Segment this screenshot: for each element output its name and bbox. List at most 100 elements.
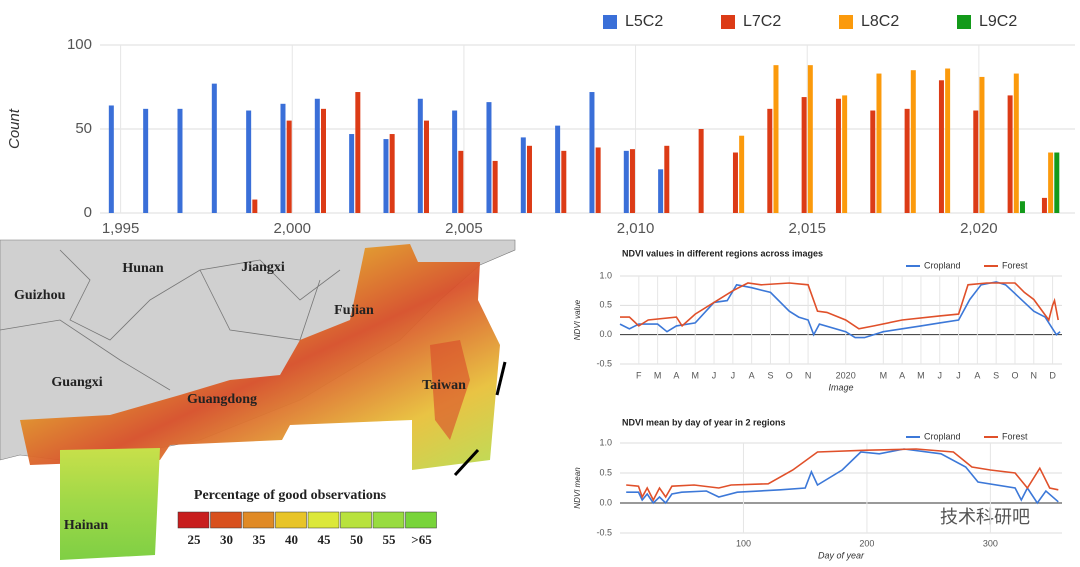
- x-tick-label: N: [1031, 370, 1038, 380]
- legend-swatch: [839, 15, 853, 29]
- bar: [355, 92, 361, 213]
- bar: [938, 80, 944, 213]
- line: [619, 281, 1061, 339]
- x-tick-label: 2020: [836, 370, 856, 380]
- map-swath: [20, 244, 500, 470]
- legend-label: L8C2: [861, 13, 899, 30]
- x-tick-label: 2,020: [960, 220, 998, 237]
- map-swath: [60, 448, 160, 560]
- bar: [732, 152, 738, 213]
- x-tick-label: D: [1049, 370, 1056, 380]
- color-swatch: [275, 511, 307, 529]
- color-swatch: [242, 511, 275, 529]
- bar: [739, 135, 745, 213]
- bar: [629, 149, 635, 213]
- bar: [143, 108, 149, 213]
- bar: [555, 125, 561, 213]
- bar: [314, 98, 320, 213]
- bar: [698, 129, 704, 213]
- color-bar: 25 30 35 40 45 50 55 >65: [177, 511, 437, 547]
- province-label: Jiangxi: [241, 260, 285, 275]
- province-border: [59, 249, 341, 341]
- color-label: >65: [411, 532, 432, 547]
- x-tick-label: 200: [859, 538, 874, 548]
- x-tick-label: 2,000: [273, 220, 311, 237]
- x-tick-label: J: [712, 370, 717, 380]
- bar: [623, 150, 629, 213]
- bar: [979, 76, 985, 213]
- bar: [842, 95, 848, 213]
- x-tick-label: M: [917, 370, 925, 380]
- bar: [1054, 152, 1060, 213]
- province-label: Guangxi: [51, 375, 102, 390]
- line: [626, 448, 1059, 502]
- bar: [807, 65, 813, 213]
- bar: [252, 199, 258, 213]
- bar: [870, 110, 876, 213]
- x-tick-label: A: [974, 370, 980, 380]
- color-label: 45: [318, 532, 332, 547]
- x-tick-label: S: [767, 370, 773, 380]
- bar: [526, 145, 532, 213]
- y-tick-label: -0.5: [596, 527, 612, 537]
- y-tick-label: 1.0: [599, 270, 612, 280]
- map: Hunan Jiangxi Guizhou Fujian Guangxi Gua…: [0, 239, 516, 567]
- bar: [664, 145, 670, 213]
- legend-label: Cropland: [924, 431, 961, 441]
- y-tick-label: 100: [67, 36, 92, 53]
- x-tick-label: 1,995: [102, 220, 140, 237]
- legend-swatch: [721, 15, 735, 29]
- color-label: 40: [285, 532, 298, 547]
- bar: [423, 120, 429, 213]
- x-tick-label: M: [691, 370, 699, 380]
- legend-label: Forest: [1002, 431, 1028, 441]
- bar: [835, 98, 841, 213]
- color-swatch: [307, 511, 340, 529]
- bar: [177, 108, 183, 213]
- province-label: Taiwan: [422, 378, 466, 393]
- color-swatch: [177, 511, 210, 529]
- legend-title: Percentage of good observations: [194, 488, 387, 503]
- bar: [973, 110, 979, 213]
- y-tick-label: 0.0: [599, 329, 612, 339]
- color-swatch: [340, 511, 372, 529]
- watermark: 技术科研吧: [940, 507, 1030, 527]
- legend-swatch: [603, 15, 617, 29]
- color-label: 25: [188, 532, 202, 547]
- y-axis-label: NDVI value: [573, 299, 582, 340]
- color-label: 55: [383, 532, 397, 547]
- x-axis-label: Day of year: [818, 550, 865, 560]
- bar: [1007, 95, 1013, 213]
- bar: [767, 108, 773, 213]
- province-label: Guizhou: [14, 288, 66, 303]
- bar: [211, 83, 217, 213]
- legend-label: L5C2: [625, 13, 663, 30]
- x-tick-label: J: [956, 370, 961, 380]
- province-label: Hunan: [122, 261, 163, 276]
- x-tick-label: M: [654, 370, 662, 380]
- bar: [801, 97, 807, 213]
- x-tick-label: 2,005: [445, 220, 483, 237]
- color-swatch: [372, 511, 405, 529]
- bar: [389, 134, 395, 213]
- legend-label: Cropland: [924, 260, 961, 270]
- bar: [1013, 73, 1019, 213]
- y-tick-label: 50: [75, 120, 92, 137]
- scan-edge: [453, 448, 480, 477]
- legend-swatch: [957, 15, 971, 29]
- bar: [246, 110, 252, 213]
- y-axis-label: Count: [6, 108, 23, 149]
- bar: [320, 108, 326, 213]
- chart-title: NDVI values in different regions across …: [622, 248, 823, 258]
- x-tick-label: O: [1011, 370, 1018, 380]
- bar: [561, 150, 567, 213]
- bar: [520, 137, 526, 213]
- taiwan-island: [430, 340, 470, 440]
- y-axis-label: NDVI mean: [573, 467, 582, 509]
- bar: [486, 102, 492, 213]
- x-tick-label: J: [937, 370, 942, 380]
- bar: [910, 70, 916, 213]
- legend-label: L9C2: [979, 13, 1017, 30]
- province-border: [0, 269, 321, 391]
- x-tick-label: S: [993, 370, 999, 380]
